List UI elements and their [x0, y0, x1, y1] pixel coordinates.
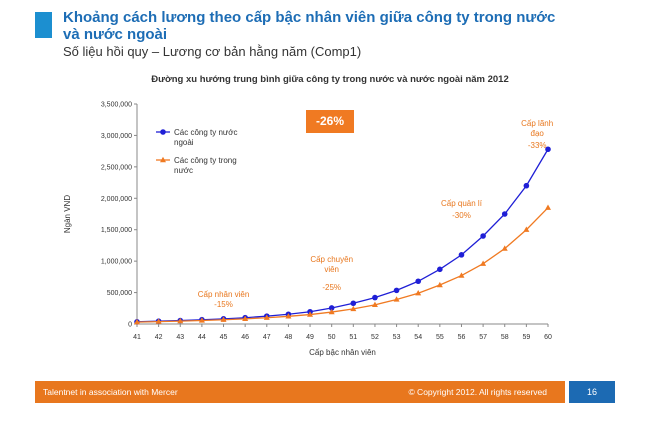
x-tick-label: 42: [155, 334, 163, 341]
x-tick-label: 58: [501, 334, 509, 341]
legend-marker: [160, 156, 166, 163]
series-line-2: [136, 207, 549, 323]
y-tick-label: 1,000,000: [101, 259, 132, 266]
x-tick-label: 41: [133, 334, 141, 341]
footer-credit: Talentnet in association with Mercer: [43, 387, 178, 397]
annotation-value: -25%: [322, 283, 341, 292]
series-2-point: [134, 318, 140, 325]
y-tick-label: 1,500,000: [101, 227, 132, 234]
gap-badge: -26%: [306, 110, 354, 133]
series-2-point: [393, 296, 400, 302]
series-1-point: [523, 182, 530, 189]
y-tick-label: 500,000: [107, 290, 132, 297]
x-tick-label: 54: [414, 334, 422, 341]
x-axis-label: Cấp bậc nhân viên: [309, 348, 376, 357]
series-2-point: [285, 313, 292, 319]
annotation-label: Cấp lãnh: [521, 119, 553, 128]
x-tick-label: 55: [436, 334, 444, 341]
series-2-point: [242, 315, 249, 322]
x-tick-label: 44: [198, 334, 206, 341]
x-tick-label: 53: [393, 334, 401, 341]
series-2-point: [328, 308, 335, 315]
legend-label-continued: ngoài: [174, 138, 194, 147]
series-2-point: [523, 226, 530, 232]
annotation-value: -15%: [214, 300, 233, 309]
chart-title: Đường xu hướng trung bình giữa công ty t…: [151, 74, 509, 85]
legend-label-continued: nước: [174, 166, 193, 175]
x-tick-label: 51: [349, 334, 357, 341]
annotation-value: -33%: [528, 141, 547, 150]
series-2-point: [501, 245, 508, 251]
slide-title: Khoảng cách lương theo cấp bậc nhân viên…: [63, 9, 556, 43]
slide-subtitle: Số liệu hồi quy – Lương cơ bản hằng năm …: [63, 44, 362, 59]
series-2-point: [155, 318, 162, 324]
x-tick-label: 56: [458, 334, 466, 341]
legend-marker: [160, 129, 166, 135]
title-accent-square: [35, 12, 52, 38]
series-2-point: [480, 260, 487, 266]
annotation-label-continued: đạo: [531, 129, 545, 138]
x-tick-label: 59: [522, 334, 530, 341]
series-1-point: [545, 146, 551, 153]
y-tick-label: 3,500,000: [101, 102, 132, 109]
salary-trend-chart: 0 500,000 1,000,000 1,500,000 2,000,000 2,500…: [63, 102, 553, 358]
series-2-point: [371, 301, 378, 308]
y-tick-label: 2,500,000: [101, 164, 132, 171]
x-tick-label: 52: [371, 334, 379, 341]
x-tick-label: 47: [263, 334, 271, 341]
y-axis-label: Ngàn VND: [63, 195, 72, 233]
series-2-point: [263, 314, 270, 320]
annotation-value: -30%: [452, 211, 471, 220]
series-2-point: [177, 317, 184, 324]
x-tick-label: 45: [220, 334, 228, 341]
x-tick-label: 46: [241, 334, 249, 341]
x-tick-label: 60: [544, 334, 552, 341]
series-2-point: [220, 316, 227, 322]
page-number: 16: [569, 381, 615, 403]
annotation-label: Cấp nhân viên: [198, 290, 250, 299]
y-tick-label: 2,000,000: [101, 196, 132, 203]
series-1-point: [415, 278, 422, 285]
series-1-point: [437, 266, 443, 273]
series-1-point: [458, 252, 465, 258]
series-1-point: [372, 294, 378, 301]
series-2-point: [415, 290, 422, 296]
series-2-point: [545, 204, 551, 210]
series-2-point: [307, 311, 314, 317]
series-1-point: [350, 300, 357, 307]
legend-label: Các công ty nước: [174, 128, 238, 137]
y-tick-label: 3,000,000: [101, 133, 132, 140]
x-tick-label: 48: [285, 334, 293, 341]
series-1-point: [393, 287, 400, 294]
x-tick-label: 43: [176, 334, 184, 341]
series-2-point: [436, 281, 443, 288]
series-1-point: [328, 305, 335, 311]
series-2-point: [350, 305, 357, 312]
footer-copyright: © Copyright 2012. All rights reserved: [408, 387, 547, 397]
x-tick-label: 57: [479, 334, 487, 341]
y-tick-label: 0: [128, 322, 132, 329]
x-tick-label: 50: [328, 334, 336, 341]
annotation-label-continued: viên: [324, 265, 339, 274]
x-tick-label: 49: [306, 334, 314, 341]
footer-bar: Talentnet in association with Mercer © C…: [35, 381, 565, 403]
annotation-label: Cấp quản lí: [441, 199, 483, 208]
series-line-1: [136, 148, 549, 323]
series-1-point: [501, 211, 508, 217]
series-2-point: [458, 272, 465, 278]
series-1-point: [480, 233, 486, 239]
legend-label: Các công ty trong: [174, 156, 237, 165]
annotation-label: Cấp chuyên: [310, 255, 353, 264]
series-2-point: [198, 317, 205, 323]
